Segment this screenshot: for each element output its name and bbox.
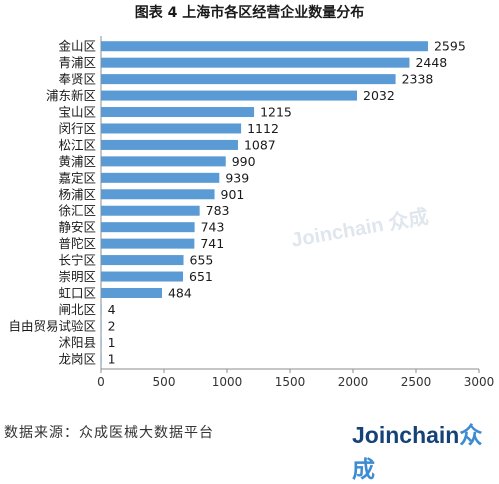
data-label: 1 — [108, 351, 116, 366]
category-label: 自由贸易试验区 — [8, 318, 96, 333]
category-label: 宝山区 — [58, 105, 96, 120]
data-label: 651 — [189, 269, 213, 284]
bar — [101, 238, 195, 249]
bar — [101, 189, 215, 200]
category-label: 黄浦区 — [58, 154, 96, 169]
bar — [101, 287, 162, 298]
bar-chart: 0 500 1000 1500 2000 2500 3000 金山区 2595 青浦区 2448 奉贤… — [8, 36, 495, 389]
category-label: 静安区 — [58, 220, 96, 235]
data-label: 2032 — [363, 88, 395, 103]
category-label: 奉贤区 — [58, 72, 96, 87]
category-label: 龙岗区 — [58, 351, 96, 366]
bar — [101, 107, 255, 118]
bar — [101, 57, 410, 68]
data-label: 743 — [201, 220, 225, 235]
bar — [101, 353, 102, 364]
data-label: 2 — [108, 318, 116, 333]
category-label: 金山区 — [58, 39, 96, 54]
category-label: 沭阳县 — [58, 335, 96, 350]
x-tick-label: 3000 — [464, 375, 495, 389]
bar — [101, 222, 195, 233]
category-label: 普陀区 — [58, 236, 96, 251]
bar — [101, 90, 358, 101]
data-label: 1 — [108, 335, 116, 350]
data-label: 741 — [200, 236, 224, 251]
data-label: 939 — [225, 170, 249, 185]
data-label: 655 — [190, 253, 214, 268]
bar — [101, 271, 184, 282]
bar — [101, 205, 200, 216]
category-label: 浦东新区 — [46, 88, 96, 103]
bar — [101, 320, 102, 331]
x-tick-label: 2000 — [338, 375, 369, 389]
data-label: 2595 — [434, 39, 466, 54]
bar — [101, 156, 226, 167]
bar — [101, 255, 184, 266]
data-label: 901 — [221, 187, 245, 202]
bar — [101, 337, 102, 348]
data-label: 2338 — [402, 72, 434, 87]
brand-logo: Joinchain众成 — [352, 416, 499, 484]
bar — [101, 123, 242, 134]
bar — [101, 304, 102, 315]
x-tick-label: 2500 — [401, 375, 432, 389]
bar — [101, 41, 428, 52]
category-label: 崇明区 — [58, 269, 96, 284]
data-label: 4 — [108, 302, 116, 317]
category-label: 青浦区 — [58, 55, 96, 70]
category-label: 杨浦区 — [58, 187, 96, 202]
category-label: 虹口区 — [58, 285, 96, 300]
data-label: 1215 — [260, 105, 292, 120]
data-label: 1087 — [244, 137, 276, 152]
x-tick-label: 0 — [97, 375, 105, 389]
data-label: 783 — [206, 203, 230, 218]
category-label: 嘉定区 — [58, 170, 96, 185]
bar — [101, 172, 220, 183]
data-label: 990 — [232, 154, 256, 169]
brand-logo-main: Joinchain — [352, 422, 460, 448]
data-source-note: 数据来源：众成医械大数据平台 — [4, 425, 214, 441]
chart-title: 图表 4 上海市各区经营企业数量分布 — [134, 5, 365, 21]
x-tick-label: 1000 — [212, 375, 243, 389]
data-label: 2448 — [415, 55, 447, 70]
category-label: 闵行区 — [58, 121, 96, 136]
bar — [101, 139, 238, 150]
bar — [101, 74, 396, 85]
category-label: 徐汇区 — [58, 203, 96, 218]
x-tick-label: 500 — [153, 375, 176, 389]
category-label: 松江区 — [58, 137, 96, 152]
category-label: 长宁区 — [58, 253, 96, 268]
x-tick-label: 1500 — [275, 375, 306, 389]
data-label: 1112 — [247, 121, 279, 136]
data-label: 484 — [168, 285, 192, 300]
category-label: 闸北区 — [58, 302, 96, 317]
